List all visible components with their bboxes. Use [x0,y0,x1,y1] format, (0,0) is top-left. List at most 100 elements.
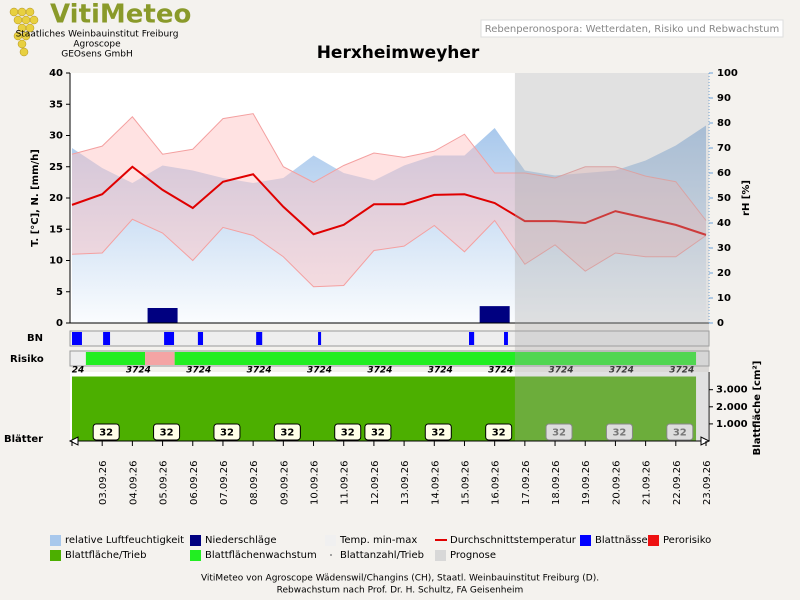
page-title: Rebenperonospora: Wetterdaten, Risiko un… [485,24,780,35]
x-tick-label: 21.09.26 [642,460,653,505]
leaves-label: Blätter [4,434,43,445]
leaf-wetness [318,332,322,345]
leaf-wetness [197,332,204,345]
legend-label: Temp. min-max [339,535,417,546]
legend-dot [330,554,332,556]
leaf-area-label: 3724 [549,366,574,376]
y2-tick-label: 40 [717,218,731,229]
y-tick-label: 20 [49,193,63,204]
leaf-count-box [424,423,452,441]
x-tick-label: 23.09.26 [702,460,713,505]
footer: Rebwachstum nach Prof. Dr. H. Schultz, F… [277,586,524,596]
page-title-box [480,19,784,38]
x-tick-label: 20.09.26 [611,460,622,505]
legend-swatch [190,550,201,561]
leaf-area-label: 3724 [609,366,634,376]
x-tick-label: 06.09.26 [189,460,200,505]
leaf-count-box [545,423,573,441]
x-tick-label: 16.09.26 [491,460,502,505]
x-tick-label: 03.09.26 [98,460,109,505]
precip-bar [147,308,178,323]
y-tick-label: 35 [49,99,63,110]
risk-segment [85,352,146,365]
chart-title: Herxheimweyher [317,43,480,63]
leaf-area-label: 3724 [367,366,392,376]
x-tick-label: 22.09.26 [672,460,683,505]
legend-label: Blattflächenwachstum [205,550,317,561]
legend-label: Blattnässe [595,535,648,546]
leaf-count-label: 32 [160,428,174,439]
y-tick-label: 10 [49,256,63,267]
risk-segment [174,352,697,365]
arrow-right [700,436,711,446]
leaf-area-label: 3724 [126,366,151,376]
temp-band [72,113,706,287]
x-tick-label: 13.09.26 [400,460,411,505]
x-tick-label: 04.09.26 [128,460,139,505]
legend-label: Blattfläche/Trieb [65,550,146,561]
bn-row [69,330,710,347]
leaf-count-label: 32 [552,428,566,439]
leaf-count-label: 32 [371,428,385,439]
leaf-count-box [153,423,181,441]
legend-label: Prognose [450,550,496,561]
temp-mean-line [71,165,707,236]
y-tick-label: 0 [56,318,63,329]
leaf-count-label: 32 [431,428,445,439]
legend-swatch [190,535,201,546]
legend-swatch [50,550,61,561]
legend-label: Niederschläge [205,535,276,546]
y2-tick-label: 100 [717,68,738,79]
arrow-left [68,436,79,446]
leaf-area-label: 3724 [307,366,332,376]
y3-tick-label: 2.000 [716,402,748,413]
y-axis-label: T. [°C], N. [mm/h] [30,149,41,247]
legend-swatch [50,535,61,546]
leaf-area-label: 3724 [428,366,453,376]
x-tick-label: 11.09.26 [340,460,351,505]
leaf-area-label: 3724 [669,366,694,376]
leaf-count-box [273,423,301,441]
x-tick-label: 09.09.26 [279,460,290,505]
x-tick-label: 12.09.26 [370,460,381,505]
legend-label: Perorisiko [663,535,711,546]
legend-label: Durchschnittstemperatur [450,535,577,546]
rh-area [72,125,706,323]
leaf-count-label: 32 [673,428,687,439]
forecast-overlay [514,73,709,441]
y-tick-label: 30 [49,131,63,142]
leaf-wetness [103,332,111,345]
y-tick-label: 5 [56,287,63,298]
temp-min-line [71,218,707,288]
precip-bar [479,306,510,323]
leaf-count-box [213,423,241,441]
leaf-count-box [334,423,362,441]
logo-grapes [9,7,39,57]
leaf-count-label: 32 [220,428,234,439]
logo: VitiMeteo [50,0,191,30]
risk-segment [145,352,175,365]
x-tick-label: 05.09.26 [159,460,170,505]
y3-axis-label: Blattfläche [cm²] [752,361,763,456]
leaf-area-label: 3724 [247,366,272,376]
leaf-count-label: 32 [280,428,294,439]
x-tick-label: 07.09.26 [219,460,230,505]
leaf-wetness [164,332,175,345]
y-tick-label: 40 [49,68,63,79]
leaf-count-label: 32 [612,428,626,439]
org: Agroscope [73,40,121,50]
footer: VitiMeteo von Agroscope Wädenswil/Changi… [201,574,599,584]
x-tick-label: 08.09.26 [249,460,260,505]
org: Staatliches Weinbauinstitut Freiburg [16,30,179,40]
leaf-area-label: 3724 [186,366,211,376]
leaf-count-box [485,423,513,441]
y2-tick-label: 70 [717,143,731,154]
leaf-count-label: 32 [99,428,113,439]
x-tick-label: 10.09.26 [310,460,321,505]
y2-tick-label: 90 [717,93,731,104]
leaf-wetness [72,332,82,345]
y2-tick-label: 10 [717,293,731,304]
legend-label: relative Luftfeuchtigkeit [65,535,184,546]
y2-tick-label: 80 [717,118,731,129]
